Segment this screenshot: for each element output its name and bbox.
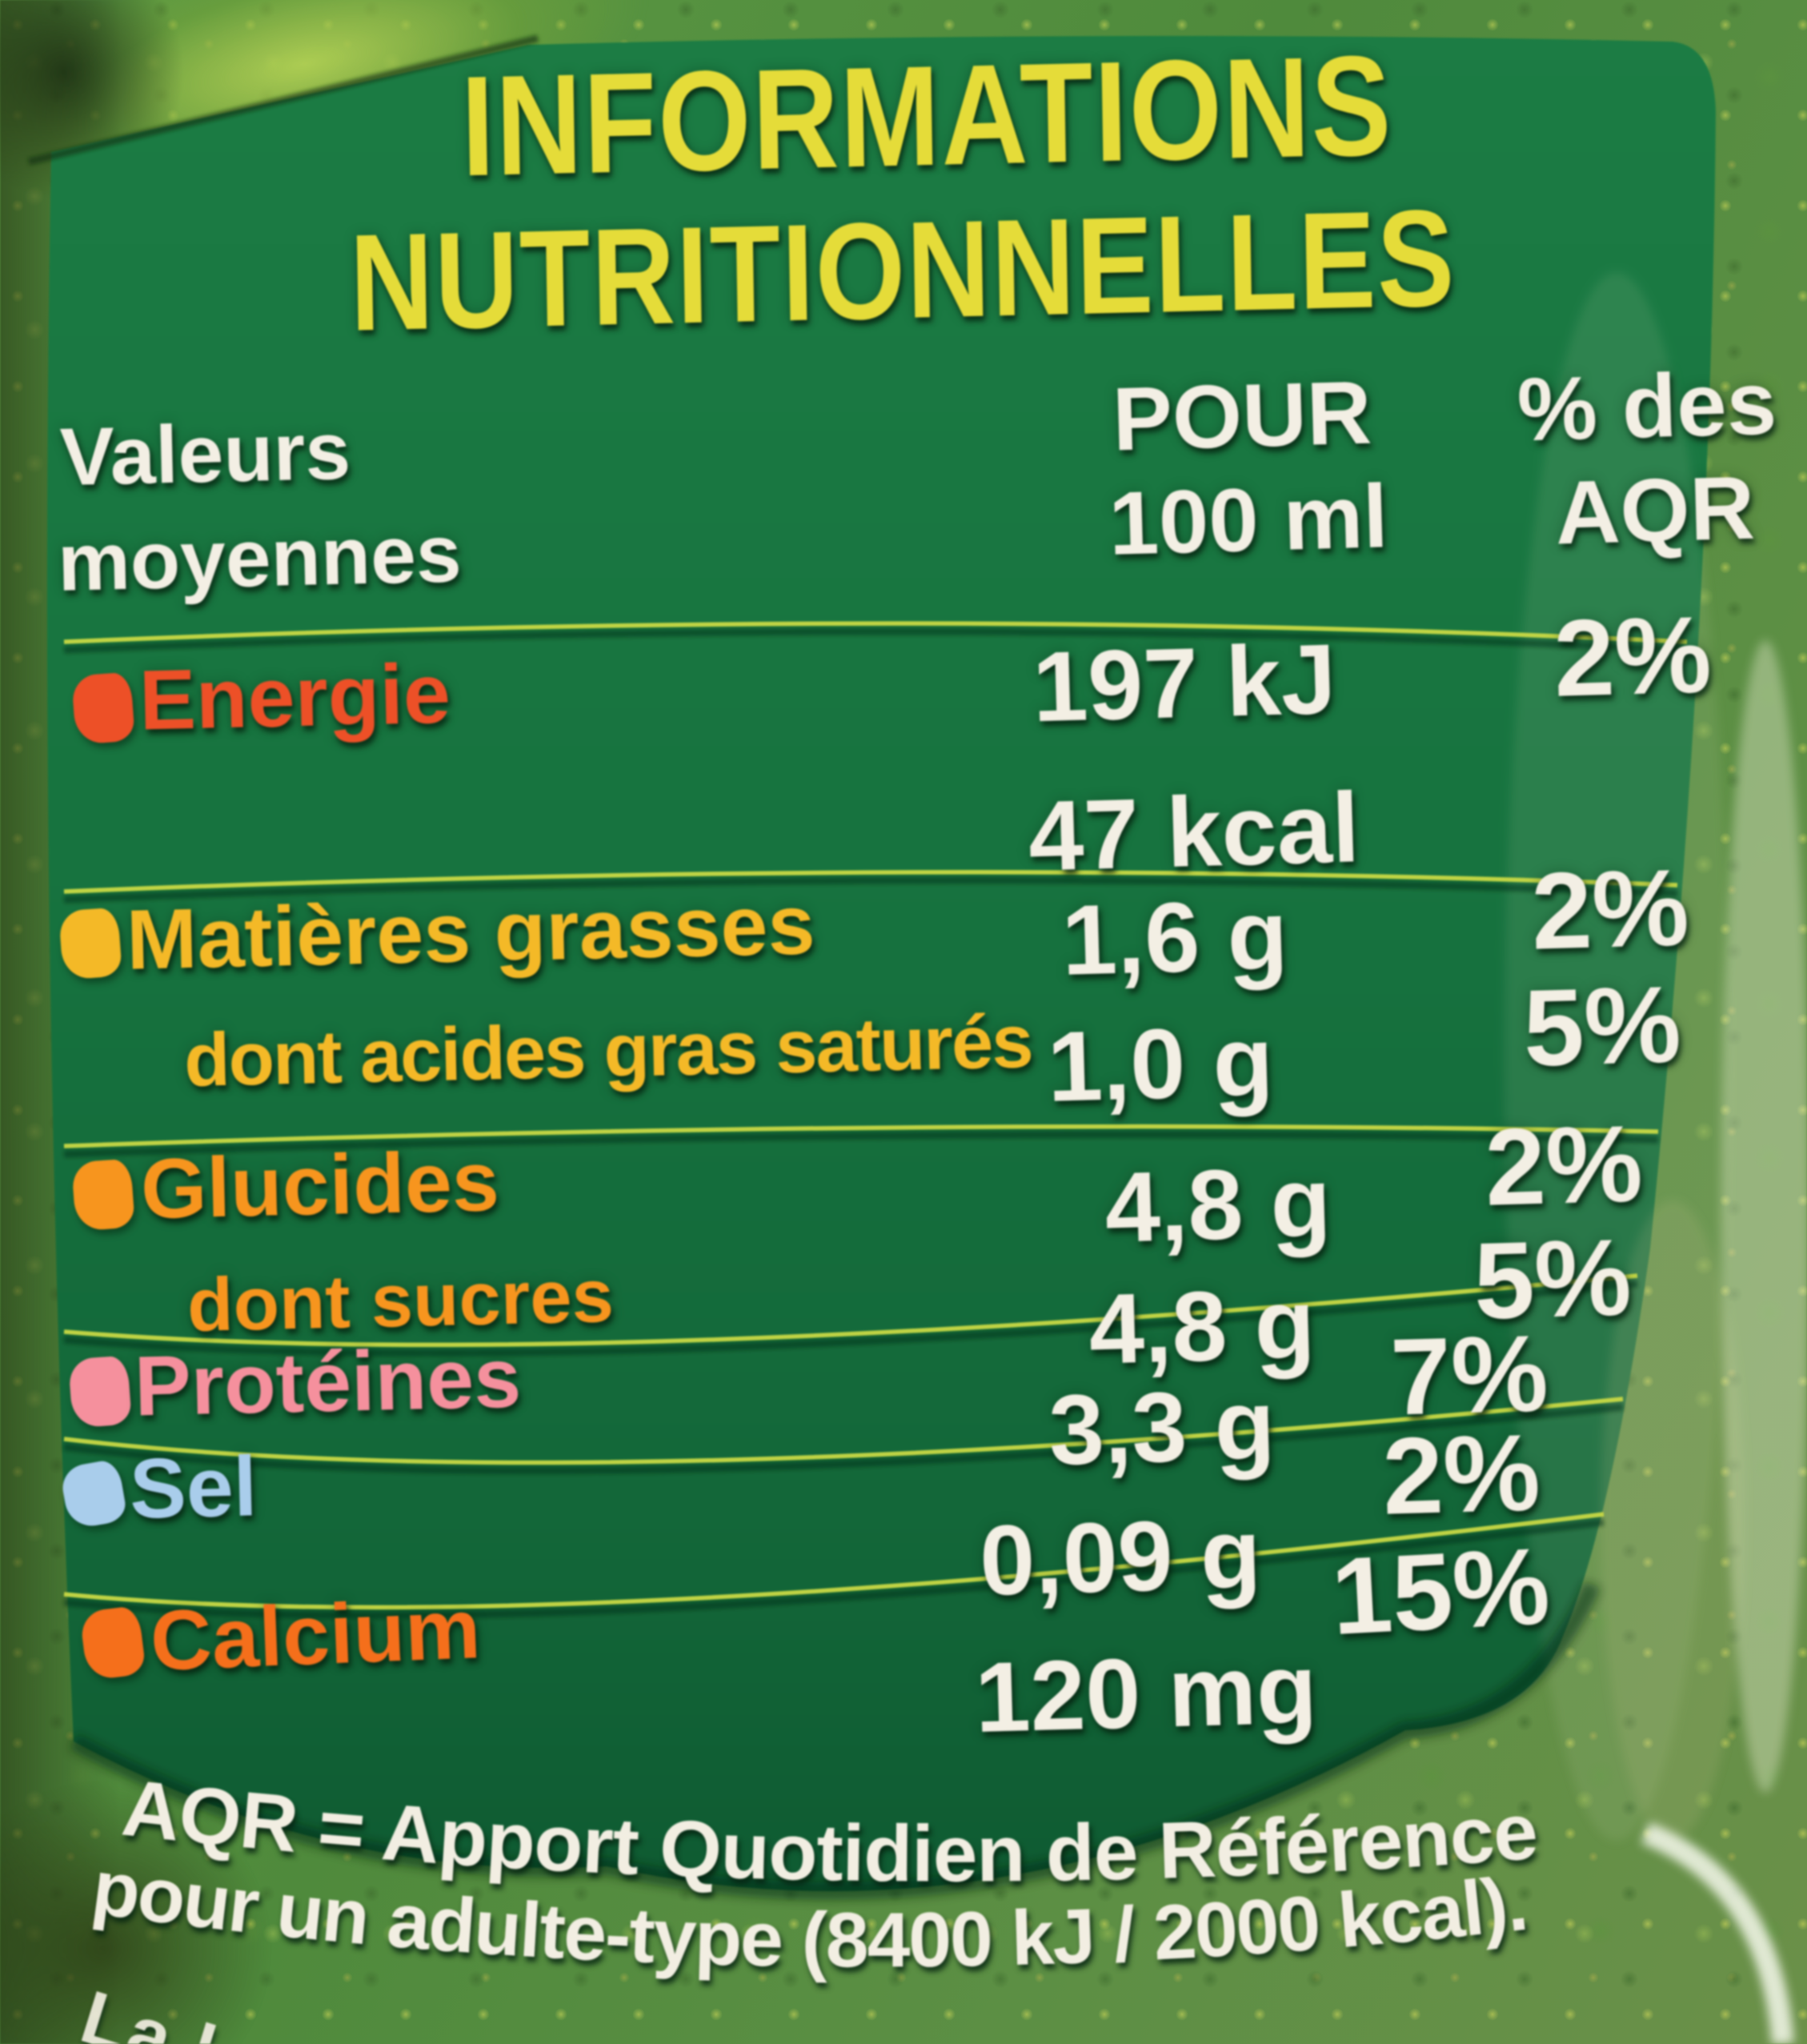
column-header-aqr-line2: AQR [1553,457,1757,563]
sel-percent: 2% [1380,1411,1542,1537]
proteines-value: 3,3 g [1047,1369,1277,1486]
matieres-grasses-label: Matières grasses [125,877,816,988]
row-separator-shadow [63,876,1678,904]
energie-percent: 2% [1552,593,1713,719]
row-separator-shadow [63,627,1688,654]
acides-gras-satures-percent: 5% [1521,963,1683,1089]
column-header-values-line2: moyennes [56,507,463,608]
row-separator-1 [63,621,1688,644]
matieres-grasses-percent: 2% [1529,846,1691,972]
row-separator-4 [63,1273,1638,1348]
row-separator-shadow [63,1403,1624,1475]
glucides-label: Glucides [139,1133,500,1237]
label-corner-edge [27,34,539,166]
nutrition-title-line2: NUTRITIONNELLES [348,181,1457,360]
row-separator-shadow [63,1131,1659,1158]
row-separator-6 [63,1512,1605,1610]
column-header-aqr-line1: % des [1516,352,1778,460]
bottom-partial-text: La lettre [72,1974,389,2044]
column-header-per100-line2: 100 ml [1107,466,1390,574]
dont-sucres-label: dont sucres [186,1252,615,1348]
matieres-grasses-value: 1,6 g [1060,880,1290,996]
row-separator-2 [63,870,1678,894]
energie-label: Energie [138,646,452,748]
bottle-glare-arc [1641,1822,1794,2044]
calcium-value: 120 mg [973,1633,1319,1753]
panel-bottom-edge-shadow [69,1581,1601,1900]
column-header-values-line1: Valeurs [58,404,352,503]
sel-value: 0,09 g [978,1498,1263,1617]
row-separator-5 [63,1397,1624,1465]
energie-value-kcal: 47 kcal [1027,772,1361,892]
glucides-value: 4,8 g [1103,1147,1333,1264]
glucides-percent: 2% [1483,1102,1645,1228]
column-header-per100-line1: POUR [1111,362,1373,470]
calcium-percent: 15% [1328,1524,1553,1658]
panel-sheen-lower [1601,1200,1745,1841]
sel-label: Sel [128,1439,258,1537]
bottle-glare-streak [1721,640,1807,1793]
row-separator-3 [63,1124,1659,1148]
proteines-label: Protéines [133,1330,523,1434]
acides-gras-satures-value: 1,0 g [1045,1006,1276,1123]
row-separator-shadow [63,1280,1638,1357]
svg-text:La lettre: La lettre [72,1974,391,2044]
acides-gras-satures-label: dont acides gras saturés [182,998,1033,1103]
dont-sucres-value: 4,8 g [1087,1268,1317,1385]
calcium-label: Calcium [148,1581,483,1689]
nutrition-title-line1: INFORMATIONS [459,25,1394,206]
energie-value-kj: 197 kJ [1031,623,1338,743]
row-separator-shadow [63,1518,1605,1619]
